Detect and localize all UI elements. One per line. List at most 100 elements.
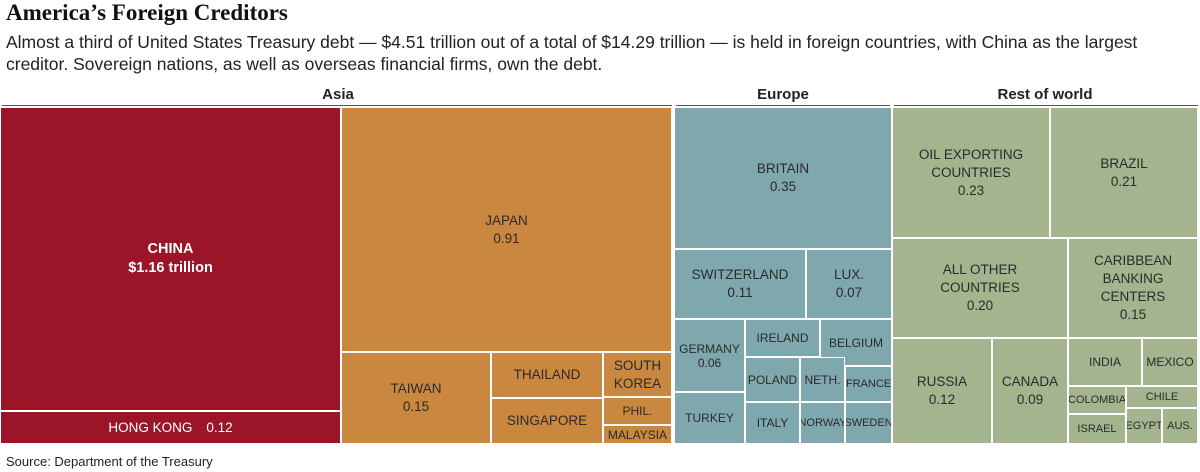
tile-value: 0.07 [835, 285, 863, 300]
tile-content: COLOMBIA [1068, 393, 1126, 407]
tile-brazil: BRAZIL 0.21 [1050, 107, 1198, 238]
tile-content: PHIL. [622, 404, 652, 418]
tile-label: AUS. [1167, 419, 1193, 432]
tile-russia: RUSSIA 0.12 [892, 338, 992, 444]
tile-china: CHINA $1.16 trillion [0, 107, 341, 411]
tile-label: SOUTH KOREA [613, 357, 662, 391]
tile-neth: NETH. [800, 357, 845, 402]
tile-caribbean-banking-centers: CARIBBEAN BANKING CENTERS 0.15 [1068, 238, 1198, 338]
tile-content: HONG KONG 0.12 [108, 419, 232, 437]
source-note: Source: Department of the Treasury [6, 454, 213, 469]
region-label-europe: Europe [757, 86, 809, 103]
tile-value: 0.09 [1016, 392, 1044, 407]
tile-label: HONG KONG [108, 419, 193, 435]
tile-value: 0.12 [206, 419, 233, 435]
chart-subtitle: Almost a third of United States Treasury… [6, 32, 1138, 74]
tile-content: MEXICO [1146, 355, 1193, 369]
tile-phil: PHIL. [603, 397, 672, 425]
tile-label: PHIL. [622, 404, 653, 418]
tile-label: OIL EXPORTING COUNTRIES [918, 146, 1024, 180]
tile-value: $1.16 trillion [128, 260, 213, 276]
tile-label: BELGIUM [828, 335, 883, 350]
region-rule-asia [2, 105, 672, 106]
tile-content: OIL EXPORTING COUNTRIES 0.23 [919, 146, 1023, 200]
tile-chile: CHILE [1126, 386, 1198, 408]
tile-poland: POLAND [745, 357, 800, 402]
tile-label: TAIWAN [390, 381, 442, 396]
tile-content: TAIWAN 0.15 [391, 380, 442, 416]
tile-label: LUX. [833, 267, 864, 282]
region-rule-europe [676, 105, 890, 106]
tile-thailand: THAILAND [491, 352, 603, 398]
tile-content: BELGIUM [829, 336, 883, 350]
tile-label: MEXICO [1146, 355, 1194, 369]
tile-content: IRELAND [756, 331, 808, 345]
tile-label: MALAYSIA [607, 427, 668, 442]
tile-aus: AUS. [1162, 408, 1198, 444]
tile-label: IRELAND [756, 331, 809, 345]
tile-label: GERMANY [679, 341, 740, 356]
tile-content: ISRAEL [1077, 423, 1116, 436]
tile-label: EGYPT [1126, 419, 1162, 432]
tile-value: 0.20 [966, 298, 994, 313]
tile-malaysia: MALAYSIA [603, 425, 672, 444]
tile-france: FRANCE [845, 366, 892, 402]
tile-label: INDIA [1088, 355, 1121, 369]
tile-south-korea: SOUTH KOREA [603, 352, 672, 397]
tile-content: MALAYSIA [608, 428, 667, 442]
tile-value: 0.06 [697, 355, 722, 370]
tile-india: INDIA [1068, 338, 1142, 386]
tile-content: RUSSIA 0.12 [917, 373, 967, 409]
tile-label: BRITAIN [756, 161, 810, 176]
tile-mexico: MEXICO [1142, 338, 1198, 386]
tile-content: CHILE [1146, 391, 1178, 404]
tile-japan: JAPAN 0.91 [341, 107, 672, 352]
tile-label: COLOMBIA [1068, 393, 1126, 406]
tile-label: ISRAEL [1077, 422, 1117, 435]
tile-content: THAILAND [514, 366, 581, 384]
tile-content: CHINA $1.16 trillion [128, 240, 213, 278]
tile-content: JAPAN 0.91 [485, 212, 528, 248]
tile-content: SINGAPORE [507, 412, 587, 430]
tile-label: ITALY [756, 416, 789, 430]
tile-egypt: EGYPT [1126, 408, 1162, 444]
tile-label: TURKEY [685, 411, 734, 425]
tile-label: SWEDEN [845, 416, 892, 429]
tile-label: RUSSIA [916, 374, 968, 389]
tile-value: 0.15 [402, 399, 430, 414]
tile-content: SWITZERLAND 0.11 [692, 266, 789, 302]
tile-content: ITALY [757, 416, 789, 430]
tile-singapore: SINGAPORE [491, 398, 603, 444]
tile-content: GERMANY 0.06 [679, 342, 740, 370]
region-label-rest-of-world: Rest of world [997, 86, 1093, 103]
tile-label: CARIBBEAN BANKING CENTERS [1093, 253, 1173, 304]
tile-label: FRANCE [845, 377, 892, 390]
tile-value: 0.12 [928, 392, 956, 407]
tile-value: 0.35 [769, 179, 797, 194]
chart-title: America’s Foreign Creditors [6, 0, 288, 25]
tile-label: CHILE [1145, 390, 1179, 403]
tile-ireland: IRELAND [745, 319, 820, 357]
tile-content: LUX. 0.07 [834, 266, 864, 302]
tile-content: AUS. [1167, 420, 1193, 433]
tile-norway: NORWAY [800, 402, 845, 444]
tile-lux: LUX. 0.07 [806, 249, 892, 319]
tile-content: CARIBBEAN BANKING CENTERS 0.15 [1094, 252, 1172, 324]
tile-content: NORWAY [801, 417, 844, 430]
tile-label: CHINA [147, 241, 194, 257]
tile-label: JAPAN [485, 212, 528, 228]
tile-label: CANADA [1001, 374, 1059, 389]
tile-content: TURKEY [685, 411, 734, 425]
tile-content: BRAZIL 0.21 [1100, 155, 1147, 191]
tile-canada: CANADA 0.09 [992, 338, 1068, 444]
tile-label: SWITZERLAND [691, 267, 789, 282]
tile-content: FRANCE [846, 378, 891, 391]
tile-label: THAILAND [513, 367, 581, 382]
tile-content: INDIA [1089, 355, 1121, 369]
tile-taiwan: TAIWAN 0.15 [341, 352, 491, 444]
tile-content: SWEDEN [845, 416, 892, 430]
tile-value: 0.15 [1119, 307, 1147, 322]
region-label-asia: Asia [322, 86, 354, 103]
tile-colombia: COLOMBIA [1068, 386, 1126, 414]
tile-israel: ISRAEL [1068, 414, 1126, 444]
